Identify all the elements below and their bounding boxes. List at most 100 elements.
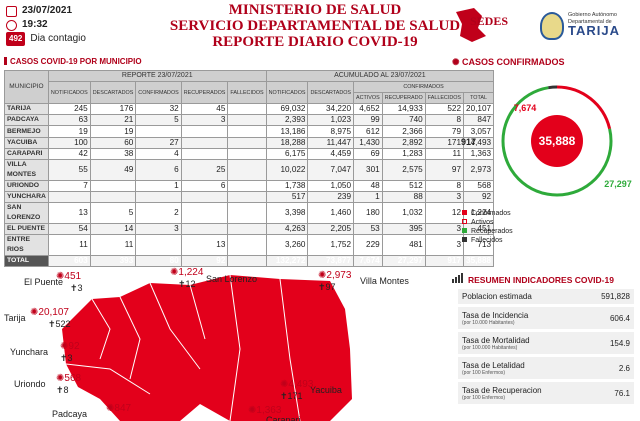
table-cell: 512 bbox=[381, 179, 426, 192]
fallecidos-value: 917 bbox=[461, 137, 476, 147]
table-cell bbox=[47, 190, 91, 203]
indicator-label: Poblacion estimada bbox=[462, 292, 532, 301]
table-cell: 1,283 bbox=[381, 147, 426, 160]
total-cell: 917 bbox=[424, 255, 465, 268]
legend-swatch-icon bbox=[462, 228, 467, 233]
table-row: BERMEJO 19 19 13,186 8,975 612 2,366 79 3,057 bbox=[4, 125, 495, 138]
table-row: TARIJA 245 176 32 45 69,032 34,220 4,652 14,933 5… bbox=[4, 103, 495, 116]
table-cell: 25 bbox=[180, 158, 229, 181]
municipio-name: YUNCHARA bbox=[4, 190, 49, 203]
table-cell: 21 bbox=[89, 114, 137, 127]
col-header: NOTIFICADOS bbox=[47, 81, 91, 105]
table-cell: 1,363 bbox=[463, 147, 495, 160]
table-cell bbox=[227, 136, 267, 149]
table-cell: 55 bbox=[47, 158, 91, 181]
table-cell: 42 bbox=[47, 147, 91, 160]
table-cell: 13 bbox=[47, 201, 91, 224]
table-cell: 522 bbox=[424, 103, 465, 116]
total-value: 35,888 bbox=[539, 134, 576, 148]
cross-icon: ✝ bbox=[318, 282, 326, 292]
table-row: SAN LORENZO 13 5 2 3,398 1,460 180 1,032 12 1,224 bbox=[4, 201, 495, 224]
map-place-name: San Lorenzo bbox=[206, 274, 258, 284]
map-place-cases: ✺1,224 bbox=[170, 267, 204, 278]
legend-swatch-icon bbox=[462, 210, 467, 215]
table-cell bbox=[227, 201, 267, 224]
col-header: CONFIRMADOS bbox=[135, 81, 182, 105]
table-cell: 1,050 bbox=[307, 179, 355, 192]
map-place-name: Carapari bbox=[266, 415, 301, 421]
municipio-name: VILLA MONTES bbox=[4, 158, 49, 181]
total-cell: 80 bbox=[135, 255, 182, 268]
total-cell: 27,297 bbox=[381, 255, 426, 268]
table-cell: 176 bbox=[89, 103, 137, 116]
table-cell: 4 bbox=[135, 147, 182, 160]
indicator-row: Tasa de Incidencia (por 10.000 Habitantes… bbox=[458, 307, 634, 329]
map-place-deaths: ✝3 bbox=[70, 283, 83, 293]
virus-icon: ✺ bbox=[248, 405, 257, 416]
table-row: CARAPARI 42 38 4 6,175 4,459 69 1,283 11 1,363 bbox=[4, 147, 495, 160]
cross-icon: ✝ bbox=[56, 385, 64, 395]
report-meta: 23/07/2021 19:32 492 Dia contagio bbox=[6, 4, 86, 46]
table-cell bbox=[180, 147, 229, 160]
table-cell: 4,652 bbox=[353, 103, 383, 116]
map-place-deaths: ✝12 bbox=[178, 279, 196, 289]
table-cell: 53 bbox=[353, 222, 383, 236]
table-cell: 13 bbox=[180, 234, 229, 257]
indicator-label: Tasa de Incidencia bbox=[462, 310, 529, 320]
total-circle bbox=[531, 115, 583, 167]
page-title: MINISTERIO DE SALUD SERVICIO DEPARTAMENT… bbox=[150, 2, 480, 50]
table-cell: 2,393 bbox=[265, 114, 309, 127]
municipio-name: EL PUENTE bbox=[4, 222, 49, 236]
map-place-name: Uriondo bbox=[14, 379, 46, 389]
sedes-logo-text: SEDES bbox=[470, 14, 509, 28]
indicator-value: 606.4 bbox=[609, 313, 630, 323]
indicator-value: 591,828 bbox=[601, 292, 630, 301]
map-place-deaths: ✝522 bbox=[48, 319, 71, 329]
table-cell: 740 bbox=[381, 114, 426, 127]
table-cell bbox=[227, 234, 267, 257]
table-cell: 19 bbox=[47, 125, 91, 138]
cross-icon: ✝ bbox=[70, 283, 78, 293]
col-header: RECUPERADO bbox=[381, 92, 426, 105]
total-cell: 35,888 bbox=[463, 255, 495, 268]
table-cell: 1,752 bbox=[307, 234, 355, 257]
total-row: TOTAL 603 393 80 92 132,272 73,877 7,674 27,297 9… bbox=[4, 255, 495, 268]
table-cell: 2,973 bbox=[463, 158, 495, 181]
donut-segment-activos bbox=[556, 85, 612, 130]
table-cell: 69,032 bbox=[265, 103, 309, 116]
cross-icon: ✝ bbox=[280, 391, 288, 401]
table-cell: 245 bbox=[47, 103, 91, 116]
report-time: 19:32 bbox=[22, 19, 48, 30]
table-cell: 1,430 bbox=[353, 136, 383, 149]
table-cell: 1,023 bbox=[307, 114, 355, 127]
col-header: TOTAL bbox=[463, 92, 495, 105]
table-cell: 4,263 bbox=[265, 222, 309, 236]
table-cell: 14 bbox=[89, 222, 137, 236]
table-cell: 60 bbox=[89, 136, 137, 149]
table-cell: 54 bbox=[47, 222, 91, 236]
legend-item: Confirmados bbox=[462, 209, 513, 218]
table-cell: 11 bbox=[424, 147, 465, 160]
table-cell: 1 bbox=[135, 179, 182, 192]
indicator-label-group: Tasa de Letalidad (por 100 Enfermos) bbox=[462, 361, 525, 376]
col-municipio: MUNICIPIO bbox=[4, 69, 49, 105]
table-cell bbox=[180, 222, 229, 236]
total-cell: 92 bbox=[180, 255, 229, 268]
title-line-1: MINISTERIO DE SALUD bbox=[228, 2, 402, 18]
map-region-icon bbox=[62, 274, 352, 421]
table-cell: 19 bbox=[89, 125, 137, 138]
table-row: ENTRE RIOS 11 11 13 3,260 1,752 229 481 3 713 bbox=[4, 234, 495, 257]
indicator-label: Tasa de Mortalidad bbox=[462, 335, 530, 345]
map-place-name: Yacuiba bbox=[310, 385, 342, 395]
indicator-sub: (por 100.000 Habitantes) bbox=[462, 344, 518, 351]
table-cell: 2,575 bbox=[381, 158, 426, 181]
table-cell: 6 bbox=[180, 179, 229, 192]
indicator-label-group: Tasa de Mortalidad (por 100.000 Habitante… bbox=[462, 336, 530, 351]
table-cell: 3,398 bbox=[265, 201, 309, 224]
total-cell: 393 bbox=[89, 255, 137, 268]
donut-segment-fallecidos bbox=[548, 85, 558, 90]
map-place-name: Yunchara bbox=[10, 347, 49, 357]
table-cell: 3,260 bbox=[265, 234, 309, 257]
table-cell: 612 bbox=[353, 125, 383, 138]
table-cell: 8 bbox=[424, 114, 465, 127]
